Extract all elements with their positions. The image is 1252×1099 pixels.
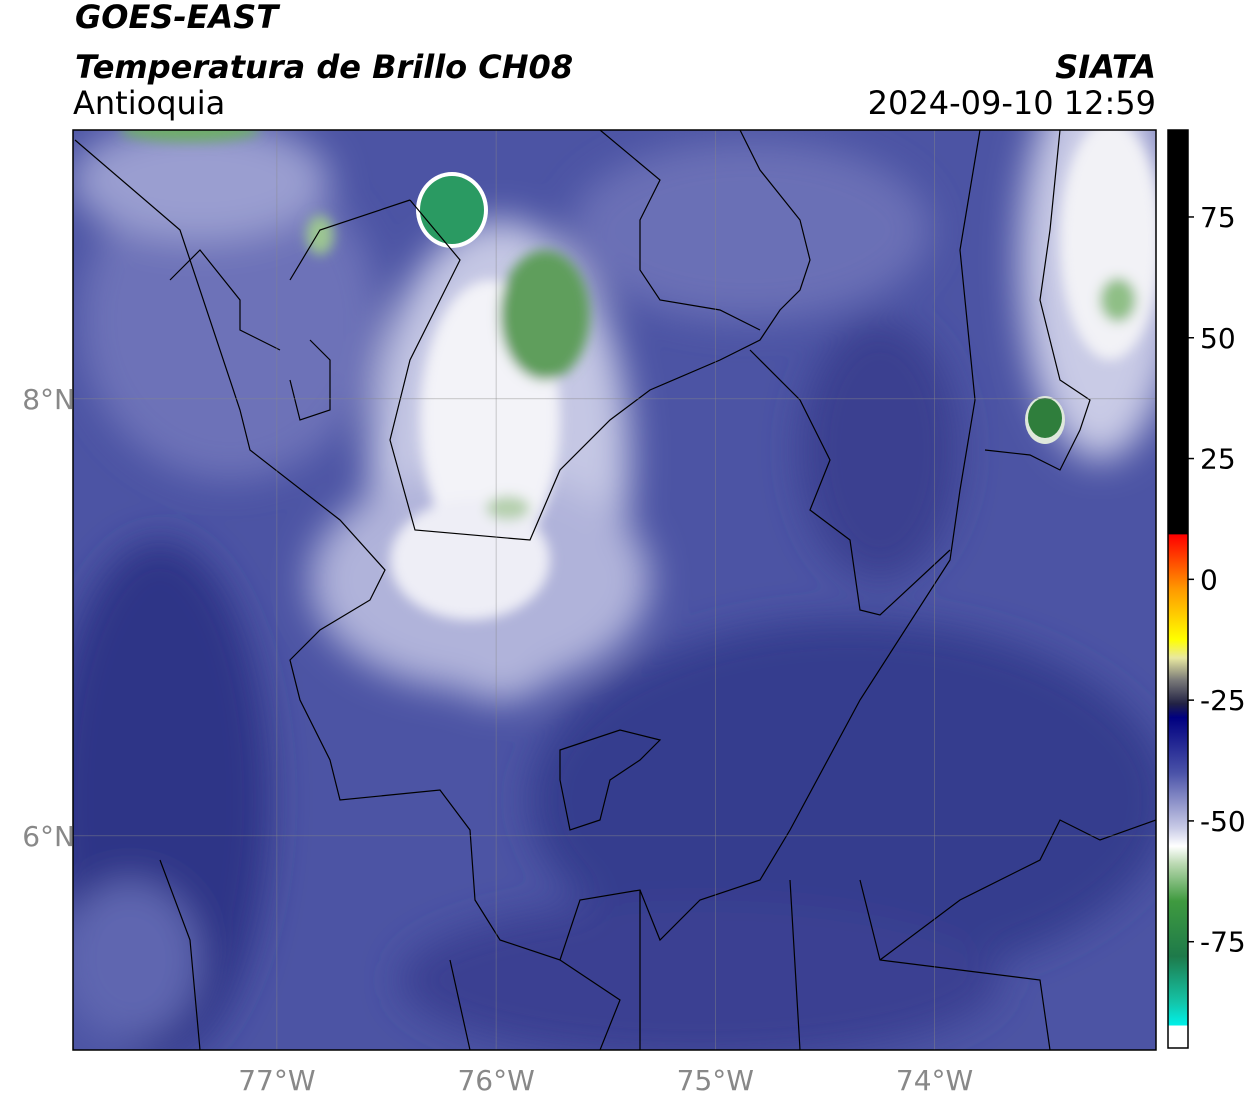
graticule: [73, 130, 1156, 1050]
colorbar-tick-label: -75: [1200, 926, 1246, 959]
source: SIATA: [1055, 48, 1156, 86]
colorbar-tick-label: 75: [1200, 201, 1236, 234]
lon-tick-label: 75°W: [677, 1064, 754, 1097]
subtitle: Temperatura de Brillo CH08: [75, 48, 573, 86]
satellite-image: [73, 130, 1156, 1050]
lon-tick-label: 76°W: [457, 1064, 534, 1097]
colorbar-tick-label: -25: [1200, 684, 1246, 717]
lat-tick-label: 8°N: [22, 383, 75, 416]
lon-tick-label: 77°W: [238, 1064, 315, 1097]
lat-tick-label: 6°N: [22, 820, 75, 853]
region: Antioquia: [73, 84, 225, 122]
lon-tick-label: 74°W: [896, 1064, 973, 1097]
colorbar: [1167, 129, 1189, 1049]
map-frame: [72, 129, 1157, 1051]
colorbar-tick-label: 50: [1200, 322, 1236, 355]
colorbar-tick-label: 0: [1200, 563, 1218, 596]
timestamp: 2024-09-10 12:59: [868, 84, 1156, 122]
colorbar-tick-label: -50: [1200, 805, 1246, 838]
title: GOES-EAST: [75, 0, 280, 36]
colorbar-tick-label: 25: [1200, 443, 1236, 476]
